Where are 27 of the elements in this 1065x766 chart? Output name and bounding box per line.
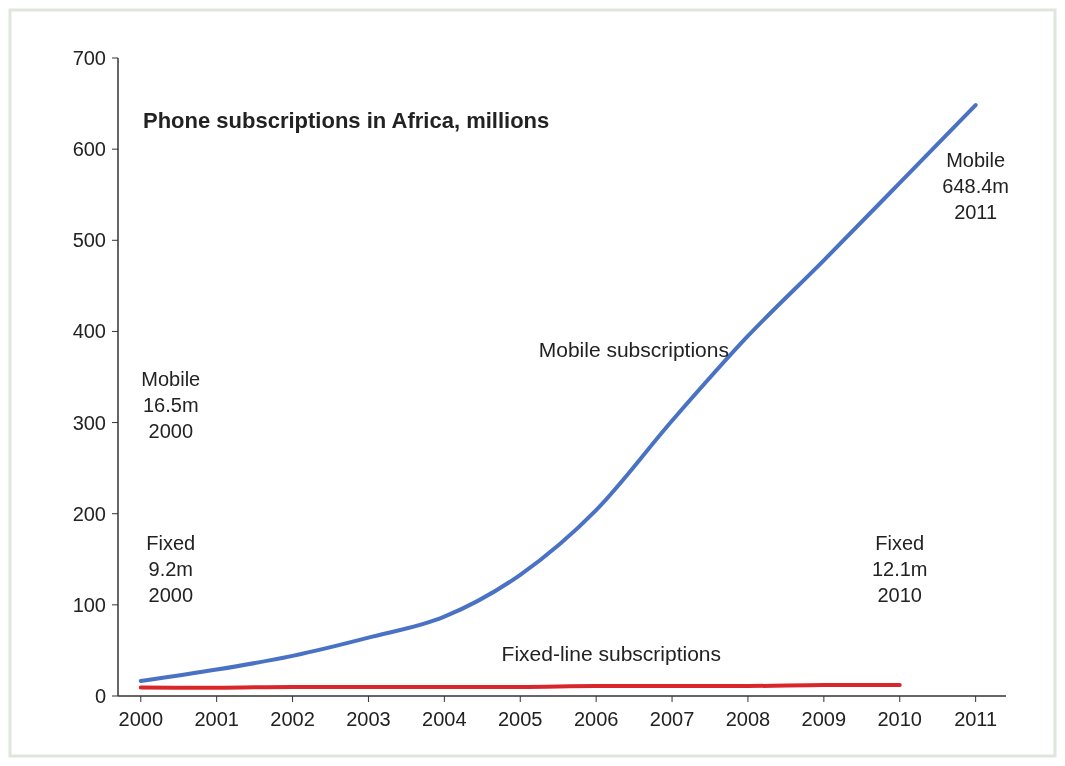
x-tick-label: 2003 [346, 708, 391, 730]
y-tick-label: 0 [94, 685, 106, 707]
y-tick-label: 500 [72, 229, 106, 252]
series-label: Mobile subscriptions [538, 337, 729, 361]
x-tick-label: 2000 [118, 708, 164, 730]
y-tick-label: 700 [72, 47, 106, 69]
x-tick-label: 2007 [649, 708, 695, 730]
x-tick-label: 2005 [498, 708, 543, 730]
x-tick-label: 2001 [194, 708, 239, 730]
y-tick-label: 300 [72, 411, 106, 434]
x-tick-label: 2004 [422, 708, 467, 730]
y-tick-label: 100 [72, 593, 106, 616]
annotation: Fixed 9.2m 2000 [146, 532, 196, 607]
y-tick-label: 600 [72, 138, 106, 161]
x-tick-label: 2011 [954, 708, 998, 730]
x-tick-label: 2010 [877, 708, 922, 730]
y-tick-label: 400 [72, 320, 106, 343]
annotation: Mobile 16.5m 2000 [141, 368, 201, 443]
x-tick-label: 2009 [801, 708, 847, 730]
x-tick-label: 2008 [725, 708, 771, 730]
annotation: Mobile 648.4m 2011 [942, 149, 1009, 224]
x-tick-label: 2006 [573, 708, 619, 730]
series-label: Fixed-line subscriptions [501, 642, 722, 666]
y-tick-label: 200 [72, 502, 106, 525]
annotation: Fixed 12.1m 2010 [871, 532, 928, 607]
x-tick-label: 2002 [270, 708, 315, 730]
text: Phone subscriptions in Africa, millions [143, 108, 550, 133]
